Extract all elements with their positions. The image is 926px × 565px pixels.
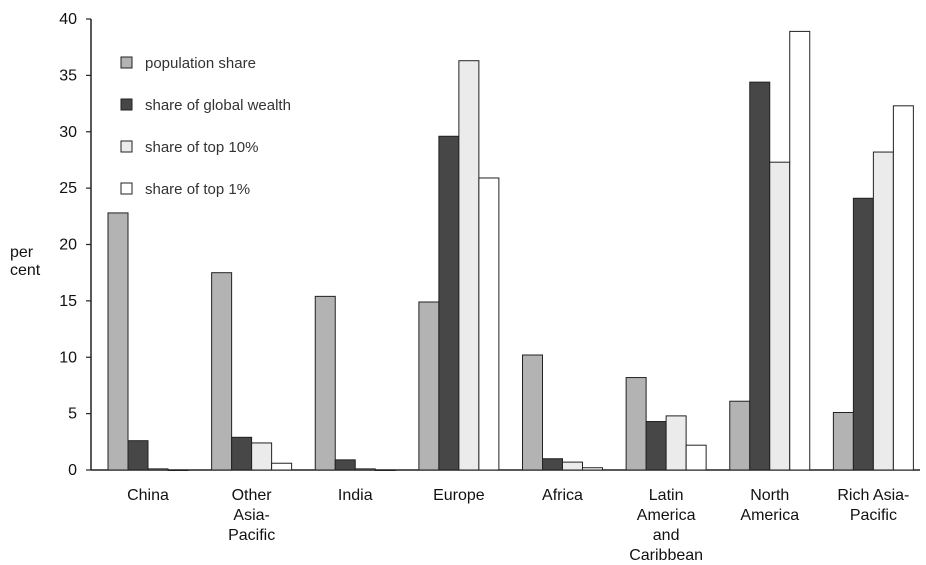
category-label: Asia- <box>233 507 269 524</box>
category-label: Caribbean <box>629 547 703 564</box>
bar-share-of-top-1- <box>167 469 189 471</box>
bar-population-share <box>107 212 129 471</box>
bar-population-share <box>314 295 336 471</box>
bar-share-of-top-1- <box>478 177 500 471</box>
y-tick-label: 10 <box>59 349 77 366</box>
bar-share-of-global-wealth <box>231 436 253 471</box>
legend: population share share of global wealth sh… <box>120 55 291 198</box>
y-tick-label: 0 <box>68 462 77 479</box>
bar-share-of-top-1- <box>892 105 914 471</box>
bar-share-of-global-wealth <box>645 421 667 471</box>
bar-share-of-top-1- <box>685 444 707 471</box>
y-tick-label: 15 <box>59 293 77 310</box>
y-tick-label: 35 <box>59 67 77 84</box>
bar-population-share <box>625 377 647 471</box>
category-label: India <box>338 487 373 504</box>
legend-label: share of top 10% <box>145 139 258 156</box>
bar-share-of-global-wealth <box>542 458 563 471</box>
bar-share-of-top-10- <box>251 442 273 471</box>
bar-share-of-top-10- <box>665 415 687 471</box>
y-axis-ticks: 0 5 10 15 20 25 30 35 40 <box>59 11 91 479</box>
category-label: Rich Asia- <box>837 487 909 504</box>
legend-label: share of top 1% <box>145 181 250 198</box>
category-label: Europe <box>433 487 485 504</box>
y-axis-title-line: per <box>10 244 34 261</box>
y-axis-title-line: cent <box>10 262 41 279</box>
bar-share-of-top-1- <box>374 469 396 471</box>
bars <box>107 30 914 471</box>
legend-swatch <box>120 56 133 69</box>
category-label: and <box>653 527 680 544</box>
y-tick-label: 5 <box>68 406 77 423</box>
bar-share-of-top-10- <box>147 468 169 471</box>
category-label: Latin <box>649 487 684 504</box>
category-label: Africa <box>542 487 583 504</box>
bar-share-of-top-1- <box>789 30 811 471</box>
category-label: Pacific <box>228 527 275 544</box>
category-labels: China Other Asia- Pacific India Europe Africa L… <box>127 487 909 564</box>
bar-share-of-global-wealth <box>749 81 771 471</box>
bar-population-share <box>729 400 751 471</box>
bar-population-share <box>832 411 854 471</box>
bar-population-share <box>211 272 233 471</box>
bar-share-of-top-1- <box>271 462 293 471</box>
category-label: America <box>740 507 799 524</box>
y-tick-label: 40 <box>59 11 77 28</box>
y-tick-label: 30 <box>59 124 77 141</box>
bar-share-of-global-wealth <box>852 197 874 471</box>
bar-share-of-top-10- <box>769 161 791 471</box>
category-label: China <box>127 487 169 504</box>
bar-share-of-global-wealth <box>127 440 149 471</box>
bar-share-of-top-10- <box>562 461 583 471</box>
bar-share-of-top-10- <box>872 151 894 471</box>
category-label: North <box>750 487 789 504</box>
legend-swatch <box>120 98 133 111</box>
bar-population-share <box>418 301 440 471</box>
legend-swatch <box>120 140 133 153</box>
bar-population-share <box>522 354 543 471</box>
legend-label: population share <box>145 55 256 72</box>
category-label: Pacific <box>850 507 897 524</box>
bar-share-of-top-10- <box>354 468 376 471</box>
category-label: Other <box>232 487 273 504</box>
bar-share-of-top-1- <box>582 467 603 471</box>
y-tick-label: 25 <box>59 180 77 197</box>
bar-share-of-top-10- <box>458 60 480 471</box>
y-tick-label: 20 <box>59 237 77 254</box>
bar-share-of-global-wealth <box>334 459 356 471</box>
category-label: America <box>637 507 696 524</box>
bar-share-of-global-wealth <box>438 135 460 471</box>
legend-label: share of global wealth <box>145 97 291 114</box>
legend-swatch <box>120 182 133 195</box>
